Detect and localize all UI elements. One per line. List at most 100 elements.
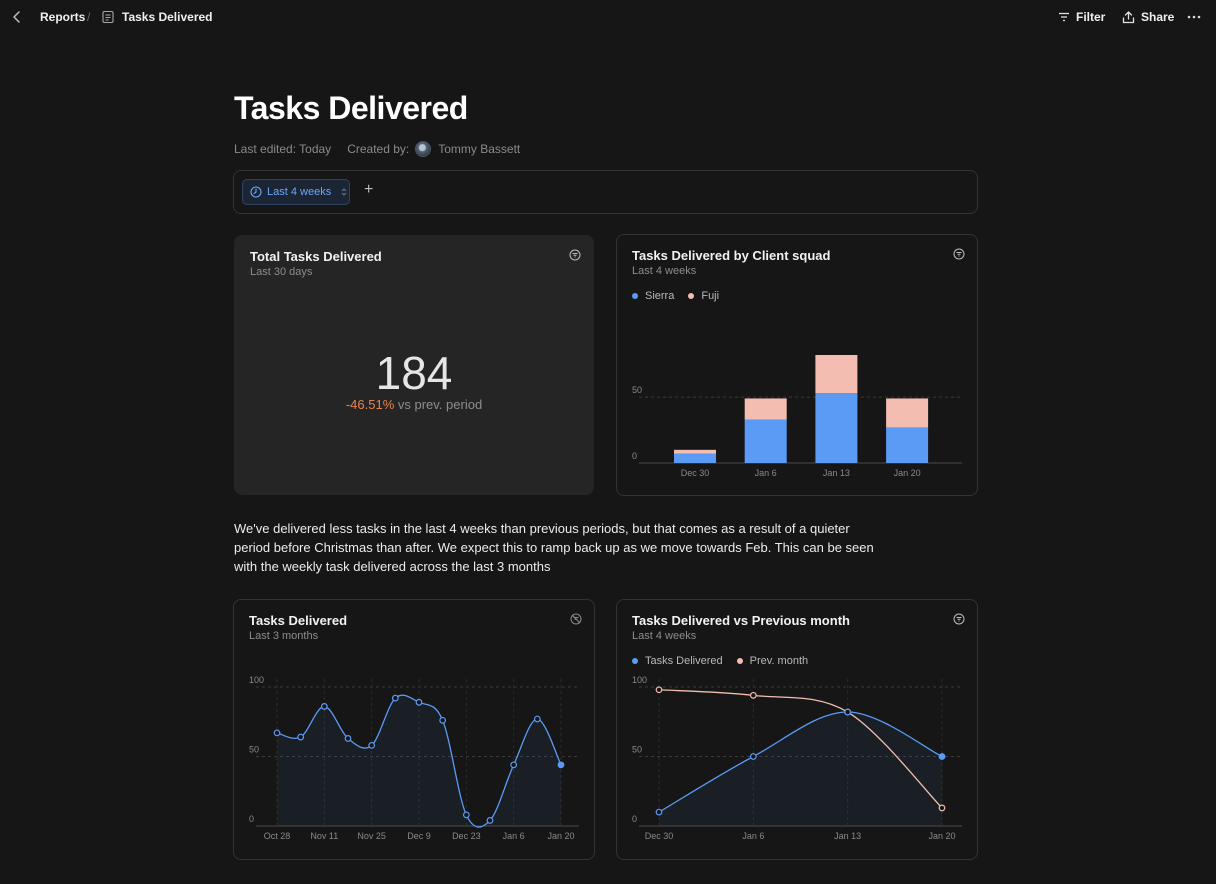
share-button[interactable]: Share <box>1122 8 1174 26</box>
x-tick-label: Jan 6 <box>742 831 764 841</box>
date-range-value: Last 4 weeks <box>267 186 332 198</box>
avatar <box>415 141 432 157</box>
y-tick-label: 50 <box>632 385 642 395</box>
data-point <box>749 753 757 760</box>
data-point <box>938 804 946 812</box>
data-point <box>462 811 470 819</box>
breadcrumb-reports[interactable]: Reports <box>40 10 86 24</box>
bar-segment <box>744 398 787 420</box>
bar-segment <box>815 355 858 394</box>
x-tick-label: Jan 13 <box>834 831 861 841</box>
breadcrumb-separator: / <box>87 10 91 24</box>
x-tick-label: Dec 30 <box>681 468 710 478</box>
filter-button[interactable]: Filter <box>1058 8 1105 26</box>
x-tick-label: Jan 20 <box>547 831 574 841</box>
chart-legend: Tasks Delivered Prev. month <box>632 655 808 667</box>
data-point <box>344 735 352 742</box>
legend-item[interactable]: Fuji <box>688 290 719 302</box>
data-point <box>844 708 852 716</box>
data-point <box>486 817 494 824</box>
data-point <box>415 698 423 706</box>
delta-suffix: vs prev. period <box>397 397 483 412</box>
x-tick-label: Dec 9 <box>407 831 431 841</box>
chart-legend: Sierra Fuji <box>632 290 719 302</box>
card-title: Tasks Delivered by Client squad <box>632 248 831 263</box>
data-point <box>510 761 518 769</box>
data-point <box>273 729 281 737</box>
data-point <box>938 753 946 760</box>
bar-segment <box>674 449 716 454</box>
x-tick-label: Jan 6 <box>755 468 777 478</box>
legend-item[interactable]: Sierra <box>632 290 674 302</box>
filter-circle-icon[interactable] <box>953 613 965 625</box>
x-tick-label: Nov 11 <box>310 831 338 841</box>
y-tick-label: 100 <box>249 675 264 685</box>
legend-item[interactable]: Tasks Delivered <box>632 655 723 667</box>
series-line-tasks-delivered <box>658 711 943 813</box>
filter-circle-icon[interactable] <box>953 248 965 260</box>
series-line-prev-month <box>658 689 943 809</box>
created-by-label: Created by: <box>347 142 410 156</box>
filter-label: Filter <box>1076 10 1106 24</box>
data-point <box>749 691 757 699</box>
squad-chart-card: Tasks Delivered by Client squad Last 4 w… <box>616 234 978 496</box>
card-title: Tasks Delivered <box>249 613 348 628</box>
top-bar: Reports / Tasks Delivered Filter Share <box>0 0 1216 34</box>
filter-bar: Last 4 weeks + <box>233 170 978 214</box>
filter-icon <box>1059 12 1069 22</box>
data-point <box>439 716 447 724</box>
filter-circle-icon[interactable] <box>569 249 581 261</box>
data-point <box>297 733 305 741</box>
card-subtitle: Last 3 months <box>249 630 319 642</box>
total-tasks-card: Total Tasks Delivered Last 30 days 184 -… <box>234 235 594 495</box>
commentary-text: We've delivered less tasks in the last 4… <box>234 521 874 574</box>
card-subtitle: Last 4 weeks <box>632 265 697 277</box>
author-name[interactable]: Tommy Bassett <box>438 142 521 156</box>
more-options-icon[interactable] <box>1186 8 1202 26</box>
data-point <box>655 808 663 816</box>
breadcrumb-current: Tasks Delivered <box>122 10 213 24</box>
data-point <box>533 715 541 723</box>
x-tick-label: Jan 13 <box>823 468 850 478</box>
x-tick-label: Jan 6 <box>503 831 525 841</box>
area-fill <box>659 712 942 826</box>
date-range-select[interactable]: Last 4 weeks <box>242 179 350 205</box>
x-tick-label: Dec 23 <box>452 831 481 841</box>
back-chevron-icon[interactable] <box>10 9 24 25</box>
area-fill <box>277 695 561 828</box>
add-filter-button[interactable]: + <box>364 181 374 198</box>
legend-item[interactable]: Prev. month <box>736 655 808 667</box>
chevron-updown-icon <box>341 188 347 196</box>
delta-value: -46.51% <box>345 397 395 412</box>
data-point <box>320 703 328 710</box>
data-point <box>557 761 565 769</box>
y-tick-label: 0 <box>632 451 637 461</box>
bar-segment <box>886 398 929 428</box>
bar-segment <box>674 453 716 463</box>
bar-segment <box>744 419 787 463</box>
stacked-bar-chart: 0 50 Dec 30 Jan 6 Jan 13 Jan 20 <box>632 355 962 478</box>
line-chart: 0 50 100 Dec 30 Jan 6 Jan 13 Jan 20 <box>632 675 962 841</box>
filter-off-icon[interactable] <box>570 613 582 625</box>
clock-icon <box>250 186 262 198</box>
card-title: Total Tasks Delivered <box>250 249 382 264</box>
area-line-chart: 0 50 100 Oct 28 Nov 11 Nov 25 Dec 9 Dec 23 Jan 6… <box>249 675 579 841</box>
bar-segment <box>886 427 929 463</box>
x-tick-label: Dec 30 <box>645 831 674 841</box>
data-point <box>391 694 399 702</box>
page-meta: Last edited: Today Created by: Tommy Bas… <box>234 141 520 157</box>
bar-segment <box>815 393 858 463</box>
y-tick-label: 0 <box>632 814 637 824</box>
x-tick-label: Oct 28 <box>264 831 291 841</box>
card-subtitle: Last 30 days <box>250 266 313 278</box>
card-subtitle: Last 4 weeks <box>632 630 697 642</box>
share-icon <box>1122 10 1135 23</box>
x-tick-label: Jan 20 <box>894 468 921 478</box>
share-label: Share <box>1141 10 1175 24</box>
data-point <box>368 741 376 749</box>
data-point <box>655 686 663 694</box>
x-tick-label: Nov 25 <box>357 831 386 841</box>
weekly-chart-card: Tasks Delivered Last 3 months 0 50 100 Oct … <box>233 599 595 860</box>
y-tick-label: 100 <box>632 675 647 685</box>
total-value: 184 <box>375 347 453 399</box>
